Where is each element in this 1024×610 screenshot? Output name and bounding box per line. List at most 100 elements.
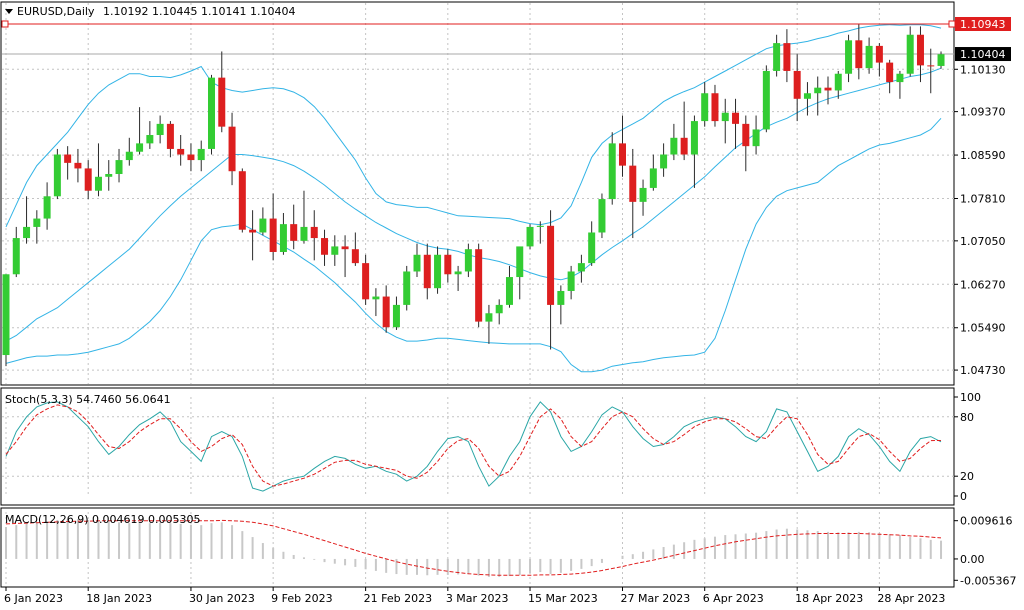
candle-bull	[434, 254, 442, 289]
y-tick-label: 80	[960, 411, 974, 424]
candle-bull	[495, 304, 503, 314]
y-tick-label: 0	[960, 490, 967, 503]
candle-bear	[547, 225, 555, 305]
x-tick-label: 18 Jan 2023	[86, 592, 152, 605]
candle-bull	[464, 249, 472, 272]
high-price-tag	[955, 16, 1011, 31]
candle-bull	[259, 218, 267, 233]
candle-bull	[773, 43, 781, 71]
candle-bear	[793, 70, 801, 99]
candle-bull	[639, 187, 647, 202]
candle-bear	[290, 224, 298, 241]
candle-bull	[136, 143, 144, 152]
candle-bull	[300, 226, 308, 241]
candle-bull	[516, 246, 524, 278]
candle-bull	[392, 304, 400, 328]
candle-bear	[187, 154, 195, 161]
candle-bear	[783, 43, 791, 71]
current-price-label: 1.10404	[960, 48, 1006, 61]
stoch-main-line	[5, 401, 942, 492]
candle-bull	[557, 290, 565, 305]
y-tick-label: 20	[960, 470, 974, 483]
candle-bull	[372, 296, 380, 300]
bollinger-middle	[5, 67, 942, 342]
candle-bear	[732, 112, 740, 124]
candle-bull	[762, 70, 770, 130]
candle-bear	[249, 229, 257, 233]
candle-bear	[228, 126, 236, 172]
candle-bear	[84, 168, 92, 191]
candle-bear	[824, 87, 832, 91]
candle-bull	[454, 271, 462, 275]
bollinger-lower	[5, 117, 942, 373]
x-tick-label: 18 Apr 2023	[795, 592, 863, 605]
candle-bear	[886, 62, 894, 83]
candle-bull	[608, 143, 616, 200]
candle-bear	[680, 137, 688, 155]
candle-bear	[855, 40, 863, 69]
candle-bull	[577, 263, 585, 272]
x-tick-label: 9 Feb 2023	[271, 592, 332, 605]
ohlc-readout: 1.10192 1.10445 1.10141 1.10404	[103, 5, 295, 18]
candle-bull	[485, 313, 493, 322]
high-line-handle-right	[948, 20, 956, 28]
stoch-title: Stoch(5,3,3) 54.7460 56.0641	[5, 393, 171, 406]
candle-layer	[2, 23, 945, 367]
candle-bear	[362, 263, 370, 300]
candle-bear	[444, 254, 452, 275]
candle-bull	[845, 40, 853, 74]
candle-bull	[567, 271, 575, 291]
candle-bull	[588, 232, 596, 264]
y-tick-label: 1.07050	[960, 235, 1006, 248]
candle-bear	[916, 34, 924, 66]
x-tick-label: 15 Mar 2023	[528, 592, 598, 605]
candle-bear	[341, 246, 349, 250]
candle-bull	[146, 135, 154, 144]
candle-bull	[721, 112, 729, 122]
y-tick-label: 0.009616	[960, 515, 1013, 528]
candle-bull	[896, 73, 904, 83]
symbol-label: EURUSD,Daily	[17, 5, 95, 18]
candle-bull	[125, 151, 133, 161]
candle-bull	[156, 123, 164, 136]
candle-bull	[2, 274, 10, 356]
candle-bull	[413, 254, 421, 272]
candle-bear	[218, 77, 226, 127]
candle-bull	[505, 277, 513, 305]
x-tick-label: 28 Apr 2023	[877, 592, 945, 605]
y-tick-label: 0.00	[960, 553, 985, 566]
y-tick-label: 1.09370	[960, 106, 1006, 119]
symbol-dropdown-icon[interactable]	[5, 9, 13, 14]
candle-bull	[208, 77, 215, 149]
y-tick-label: 1.07810	[960, 193, 1006, 206]
candle-bull	[12, 238, 20, 275]
candle-bull	[279, 224, 287, 252]
macd-title: MACD(12,26,9) 0.004619 0.005305	[5, 513, 201, 526]
candle-bull	[690, 121, 698, 155]
x-tick-label: 6 Apr 2023	[703, 592, 764, 605]
candle-bear	[238, 171, 246, 230]
candle-bull	[660, 154, 668, 169]
y-tick-label: 1.04730	[960, 364, 1006, 377]
candle-bear	[166, 123, 174, 149]
candle-bull	[670, 137, 678, 155]
candle-bull	[43, 196, 51, 219]
current-price-tag	[955, 47, 1011, 62]
candle-bear	[619, 143, 626, 166]
candle-bear	[74, 162, 82, 169]
x-tick-label: 6 Jan 2023	[4, 592, 63, 605]
candle-bull	[23, 226, 31, 239]
x-tick-label: 27 Mar 2023	[621, 592, 691, 605]
y-tick-label: 100	[960, 391, 981, 404]
candle-bear	[310, 226, 318, 239]
candle-bull	[752, 129, 760, 147]
axis-layer: 6 Jan 2023 18 Jan 2023 30 Jan 2023 9 Feb 20…	[4, 63, 1016, 605]
y-tick-label: -0.005367	[960, 574, 1016, 587]
candle-bear	[351, 249, 359, 264]
candle-bull	[865, 45, 873, 69]
candle-bear	[711, 93, 719, 122]
candle-bull	[814, 87, 822, 94]
macd-signal-line	[5, 519, 942, 576]
candle-bull	[33, 218, 41, 227]
